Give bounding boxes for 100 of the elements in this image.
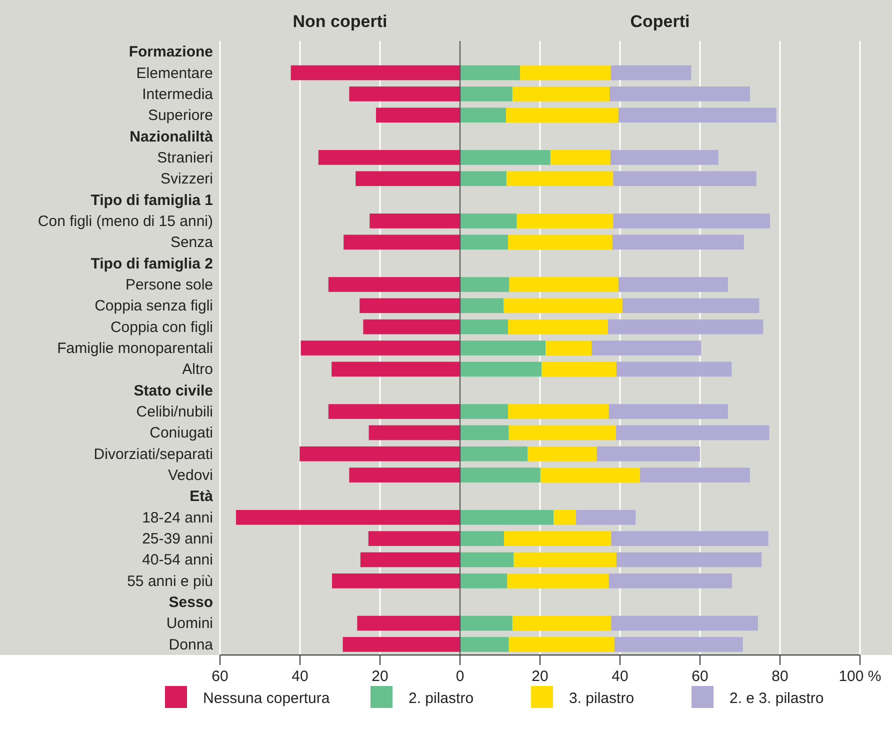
- bar: [528, 446, 597, 462]
- legend-label: 3. pilastro: [569, 690, 634, 707]
- bar: [356, 171, 460, 186]
- y-tick-label: Uomini: [166, 615, 213, 632]
- x-tick-label: 80: [772, 668, 788, 685]
- bar: [300, 340, 460, 356]
- y-tick-label: Superiore: [148, 107, 213, 124]
- bar: [460, 425, 509, 440]
- bar: [460, 150, 550, 165]
- bar: [608, 319, 764, 334]
- bar: [368, 425, 460, 440]
- x-tick-label: 40: [292, 668, 308, 685]
- bar: [460, 277, 510, 292]
- y-tick-label: Divorziati/separati: [94, 446, 213, 463]
- bar: [460, 65, 520, 80]
- bar: [332, 573, 460, 588]
- y-tick-label: Coppia senza figli: [94, 298, 213, 315]
- y-tick-label: Svizzeri: [160, 170, 213, 188]
- bar: [460, 531, 504, 546]
- y-tick-label: 25-39 anni: [142, 530, 213, 548]
- y-tick-label: Età: [190, 488, 214, 506]
- bar: [236, 510, 460, 525]
- y-tick-label: Persone sole: [125, 276, 213, 294]
- y-tick-label: Stranieri: [157, 149, 213, 166]
- bar: [460, 510, 554, 525]
- bar: [357, 616, 460, 631]
- y-tick-label: Senza: [170, 234, 214, 252]
- bar: [550, 150, 610, 165]
- y-tick-label: Vedovi: [168, 467, 213, 484]
- y-tick-label: Donna: [168, 636, 214, 654]
- bar: [616, 362, 732, 377]
- bar: [508, 234, 612, 250]
- bar: [328, 277, 460, 292]
- x-tick-label: 20: [372, 668, 388, 685]
- y-tick-label: Elementare: [136, 64, 213, 82]
- bar: [546, 340, 592, 356]
- bar: [363, 319, 460, 334]
- bar: [344, 234, 460, 250]
- bar: [460, 214, 517, 228]
- bar: [512, 616, 612, 631]
- bar: [460, 86, 512, 102]
- bar: [370, 214, 460, 228]
- text: Coperti: [630, 12, 690, 31]
- bar: [608, 573, 732, 588]
- bar: [612, 234, 744, 250]
- bar: [512, 86, 610, 102]
- bar: [318, 150, 460, 165]
- x-tick-label: 60: [212, 668, 228, 685]
- x-tick-label: 0: [456, 668, 464, 685]
- y-tick-label: 40-54 anni: [142, 552, 213, 569]
- bar: [300, 446, 460, 462]
- bar: [460, 171, 506, 186]
- bar: [520, 65, 611, 80]
- legend-label: 2. e 3. pilastro: [730, 690, 824, 707]
- bar: [508, 425, 616, 440]
- y-tick-label: Tipo di famiglia 1: [90, 192, 213, 209]
- bar: [509, 277, 618, 292]
- y-tick-label: Con figli (meno di 15 anni): [38, 212, 214, 230]
- y-tick-label: Celibi/nubili: [136, 404, 213, 421]
- y-tick-label: Intermedia: [142, 86, 214, 103]
- bar: [504, 298, 622, 314]
- bar: [460, 616, 512, 631]
- bar: [576, 510, 636, 525]
- bar: [460, 552, 514, 568]
- bar: [342, 637, 460, 652]
- y-tick-label: 55 anni e più: [127, 572, 213, 590]
- y-tick-label: Coppia con figli: [110, 318, 213, 336]
- bar: [460, 468, 540, 482]
- bar: [349, 86, 460, 102]
- bar: [349, 468, 460, 482]
- bar: [328, 404, 460, 419]
- bar: [610, 86, 750, 102]
- bar: [610, 150, 718, 165]
- x-tick-label: 100 %: [838, 668, 882, 685]
- bar: [506, 108, 618, 123]
- y-tick-label: Stato civile: [134, 382, 213, 400]
- bar: [613, 171, 756, 186]
- bar: [460, 446, 528, 462]
- bar: [613, 214, 770, 228]
- bar: [460, 637, 509, 652]
- bar: [460, 404, 508, 419]
- bar: [508, 637, 614, 652]
- bar: [360, 552, 460, 568]
- bar: [611, 531, 768, 546]
- legend-label: 2. pilastro: [408, 690, 474, 707]
- y-tick-label: Nazionaliltà: [130, 128, 214, 146]
- bar: [290, 65, 460, 80]
- bar: [332, 362, 460, 377]
- bar: [460, 573, 508, 588]
- bar: [508, 319, 608, 334]
- bar: [507, 573, 609, 588]
- y-tick-label: Famiglie monoparentali: [57, 340, 213, 357]
- bar: [504, 531, 612, 546]
- bar: [616, 552, 762, 568]
- bar: [610, 65, 692, 80]
- bar: [616, 425, 770, 440]
- bar: [460, 340, 546, 356]
- bar: [596, 446, 700, 462]
- bar: [611, 616, 758, 631]
- y-tick-label: Formazione: [128, 44, 213, 61]
